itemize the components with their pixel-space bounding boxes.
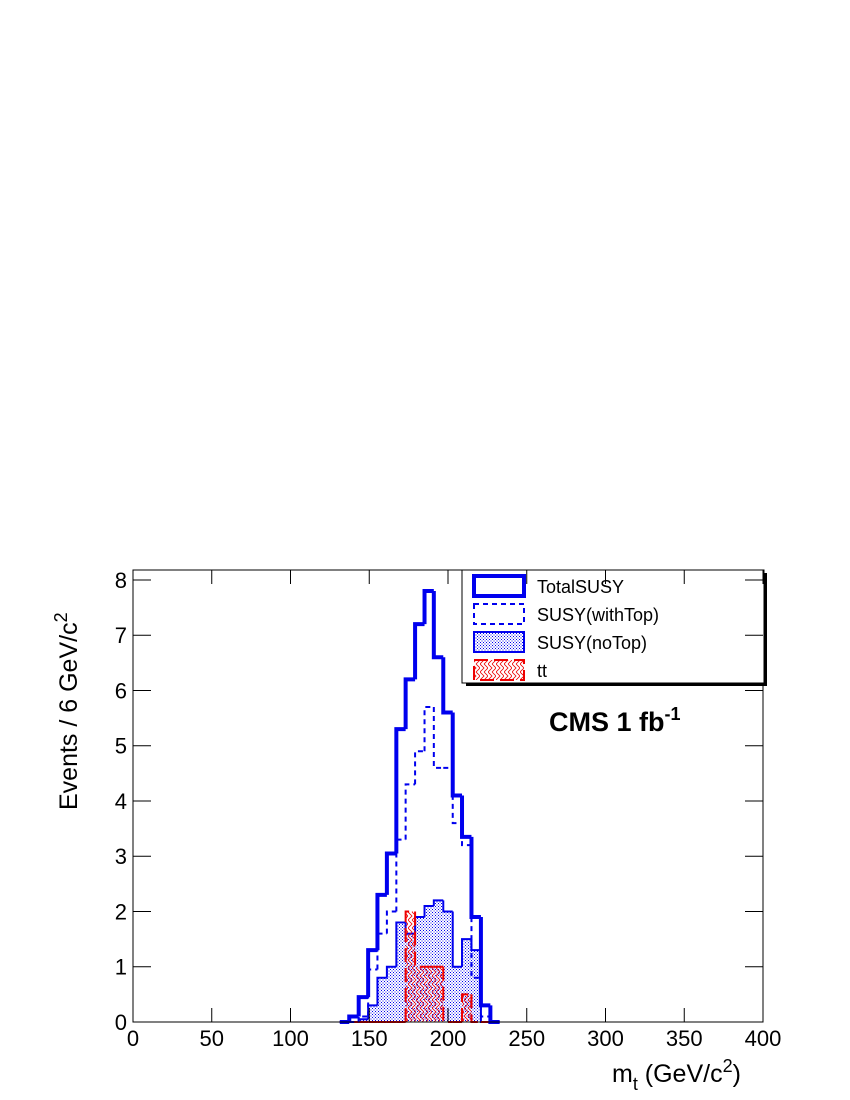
annotation: CMS 1 fb-1 bbox=[549, 704, 681, 737]
legend-label: TotalSUSY bbox=[537, 577, 624, 597]
bar-step bbox=[357, 1015, 369, 1022]
bar-step bbox=[414, 911, 425, 968]
bar-step bbox=[442, 900, 453, 913]
legend-key bbox=[472, 574, 526, 598]
x-label: m bbox=[612, 1060, 633, 1088]
x-tick-label: 50 bbox=[200, 1026, 224, 1051]
bar-fill bbox=[462, 939, 472, 1022]
bar-step bbox=[376, 932, 387, 970]
bar-step bbox=[366, 948, 378, 998]
bar-step bbox=[488, 1005, 500, 1024]
annotation-sup: -1 bbox=[665, 704, 681, 724]
x-tick-label: 100 bbox=[272, 1026, 309, 1051]
x-tick-label: 300 bbox=[587, 1026, 624, 1051]
bar-step bbox=[384, 851, 397, 895]
bar-fill bbox=[377, 977, 387, 1022]
x-tick-label: 250 bbox=[508, 1026, 545, 1051]
bar-step bbox=[347, 1014, 359, 1022]
bar-step bbox=[395, 921, 406, 967]
bar-step bbox=[461, 938, 472, 967]
bar-step bbox=[423, 904, 434, 918]
bar-fill bbox=[424, 905, 434, 1022]
bar-step bbox=[356, 995, 369, 1017]
y-tick-label: 3 bbox=[115, 844, 127, 869]
legend-label: SUSY(noTop) bbox=[537, 633, 647, 653]
y-axis-label: Events / 6 GeV/c2 bbox=[51, 612, 83, 810]
y-tick-label: 8 bbox=[115, 568, 127, 593]
y-tick-label: 4 bbox=[115, 789, 127, 814]
x-label-unit: (GeV/c bbox=[638, 1060, 723, 1088]
x-label-end: ) bbox=[733, 1060, 741, 1088]
bar-step bbox=[403, 677, 416, 730]
bar-step bbox=[478, 917, 491, 1008]
x-tick-label: 150 bbox=[351, 1026, 388, 1051]
bar-fill bbox=[471, 950, 481, 1022]
bar-step bbox=[461, 993, 472, 1022]
bar-fill bbox=[452, 966, 463, 1022]
y-tick-label: 6 bbox=[115, 678, 127, 703]
bar-fill bbox=[405, 911, 416, 1022]
x-label-sup: 2 bbox=[723, 1056, 733, 1076]
x-axis-label: mt (GeV/c2) bbox=[612, 1056, 741, 1094]
legend: TotalSUSY SUSY(withTop) SUSY(noTop) tt bbox=[472, 574, 659, 681]
bar-step bbox=[432, 899, 444, 906]
legend-key bbox=[473, 659, 525, 681]
y-tick-label: 7 bbox=[115, 623, 127, 648]
bar-step bbox=[451, 911, 463, 968]
legend-label: tt bbox=[537, 661, 547, 681]
bar-step bbox=[469, 836, 481, 920]
legend-label: SUSY(withTop) bbox=[537, 605, 659, 625]
x-tick-label: 200 bbox=[430, 1026, 467, 1051]
bar-step bbox=[385, 965, 397, 978]
bar-fill bbox=[433, 900, 444, 1022]
legend-key bbox=[473, 603, 525, 625]
x-tick-label: 400 bbox=[745, 1026, 782, 1051]
x-label-sub: t bbox=[633, 1074, 638, 1094]
bar-fill bbox=[396, 922, 406, 1022]
y-tick-label: 2 bbox=[115, 899, 127, 924]
bar-step bbox=[450, 712, 463, 798]
y-label-sup: 2 bbox=[51, 612, 71, 622]
x-tick-label: 0 bbox=[127, 1026, 139, 1051]
bar-step bbox=[413, 622, 425, 680]
bar-fill bbox=[368, 1005, 378, 1022]
bar-step bbox=[422, 588, 434, 625]
y-label: Events / 6 GeV/c bbox=[55, 622, 83, 810]
y-tick-label: 0 bbox=[115, 1010, 127, 1035]
bar-step bbox=[404, 910, 416, 1022]
bar-step bbox=[404, 783, 416, 840]
annotation-text: CMS 1 fb bbox=[549, 707, 665, 737]
bar-fill bbox=[424, 966, 434, 1022]
bar-step bbox=[431, 590, 444, 660]
bar-fill bbox=[462, 994, 472, 1022]
bar-step bbox=[423, 706, 434, 752]
bar-step bbox=[385, 910, 397, 934]
bar-step bbox=[394, 727, 406, 854]
bar-fill bbox=[358, 1019, 369, 1022]
legend-fill bbox=[474, 660, 524, 680]
legend-fill bbox=[474, 632, 524, 652]
bar-step bbox=[375, 892, 387, 951]
bar-fill bbox=[386, 966, 397, 1022]
bar-fill bbox=[415, 966, 425, 1022]
bar-step bbox=[376, 976, 387, 1006]
bar-step bbox=[470, 939, 481, 952]
x-tick-label: 350 bbox=[666, 1026, 703, 1051]
legend-key bbox=[473, 631, 525, 653]
bar-step bbox=[460, 795, 472, 839]
bar-step bbox=[470, 845, 481, 979]
bar-step bbox=[461, 823, 472, 847]
y-tick-label: 5 bbox=[115, 734, 127, 759]
bar-step bbox=[441, 657, 453, 715]
bar-step bbox=[432, 707, 444, 769]
bar-fill bbox=[433, 966, 444, 1022]
bar-step bbox=[414, 750, 425, 785]
y-tick-label: 1 bbox=[115, 955, 127, 980]
bar-fill bbox=[443, 911, 453, 1022]
